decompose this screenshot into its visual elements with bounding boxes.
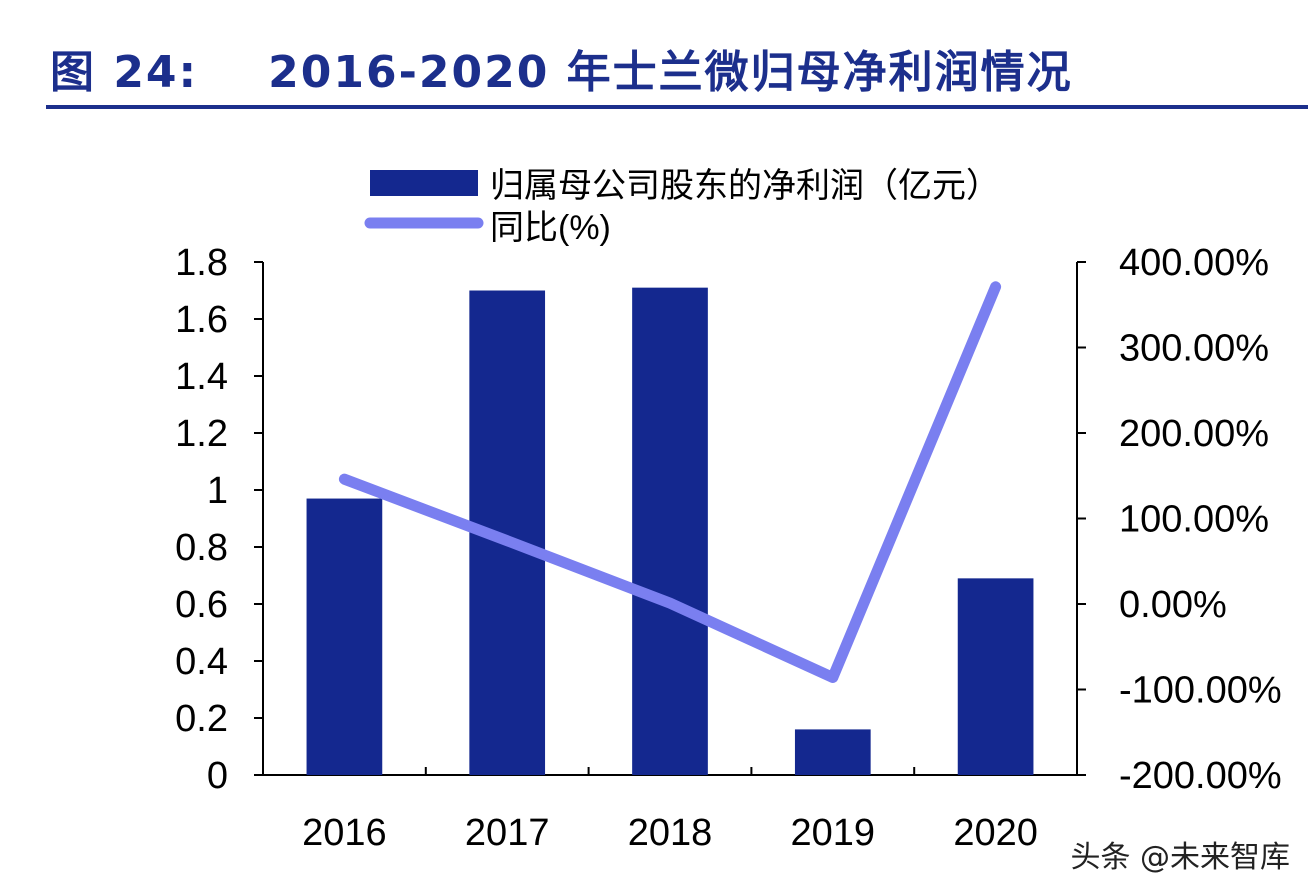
y-right-tick-label: 0.00% — [1119, 584, 1227, 626]
y-left-tick-label: 1.8 — [175, 242, 228, 284]
bar-net-profit-2020 — [957, 578, 1034, 775]
x-tick-label-2020: 2020 — [953, 812, 1038, 854]
point-yoy-2020 — [994, 285, 997, 288]
point-yoy-2019 — [831, 676, 834, 679]
y-left-tick-label: 1.6 — [175, 299, 228, 341]
y-right-tick-label: 100.00% — [1119, 499, 1269, 541]
figure-title: 图 24: 2016-2020 年士兰微归母净利润情况 — [50, 36, 1073, 100]
point-yoy-2018 — [669, 602, 671, 605]
y-left-tick-label: 1.2 — [175, 413, 228, 455]
y-left-tick-label: 0.8 — [175, 527, 228, 569]
x-tick-label-2016: 2016 — [302, 812, 387, 854]
y-left-tick-label: 0.4 — [175, 641, 228, 683]
y-left-tick-label: 1.4 — [175, 356, 228, 398]
point-yoy-2016 — [343, 478, 346, 481]
legend-bar-label: 归属母公司股东的净利润（亿元） — [490, 167, 1000, 205]
y-left-tick-label: 0.6 — [175, 584, 228, 626]
figure-label: 图 24: — [50, 47, 199, 98]
x-tick-label-2018: 2018 — [628, 812, 713, 854]
legend-bar-swatch — [370, 170, 478, 196]
figure-title-text: 2016-2020 年士兰微归母净利润情况 — [268, 47, 1073, 98]
bar-net-profit-2016 — [306, 498, 383, 775]
bar-net-profit-2019 — [794, 729, 871, 775]
point-yoy-2017 — [506, 539, 509, 542]
y-right-tick-label: 400.00% — [1119, 242, 1269, 284]
x-tick-label-2017: 2017 — [465, 812, 550, 854]
y-right-tick-label: -200.00% — [1119, 755, 1282, 797]
axes: 0 0.2 0.4 0.6 0.8 1 1.2 1.4 1.6 1.8 -200.00% -100.0… — [175, 242, 1282, 797]
yoy-line-series — [338, 281, 1002, 684]
x-tick-labels: 2016 2017 2018 2019 2020 — [302, 812, 1038, 854]
bars — [306, 287, 1034, 775]
bar-net-profit-2018 — [632, 287, 708, 775]
legend: 归属母公司股东的净利润（亿元） 同比(%) — [364, 167, 1000, 247]
title-divider — [46, 105, 1308, 109]
y-left-tick-label: 0.2 — [175, 698, 228, 740]
y-right-tick-label: 200.00% — [1119, 413, 1269, 455]
y-right-tick-label: -100.00% — [1119, 670, 1282, 712]
y-left-tick-label: 1 — [207, 470, 228, 512]
legend-line-label: 同比(%) — [490, 209, 611, 247]
watermark: 头条 @未来智库 — [1070, 840, 1290, 875]
x-tick-label-2019: 2019 — [791, 812, 876, 854]
y-left-tick-label: 0 — [207, 755, 228, 797]
y-right-tick-label: 300.00% — [1119, 328, 1269, 370]
